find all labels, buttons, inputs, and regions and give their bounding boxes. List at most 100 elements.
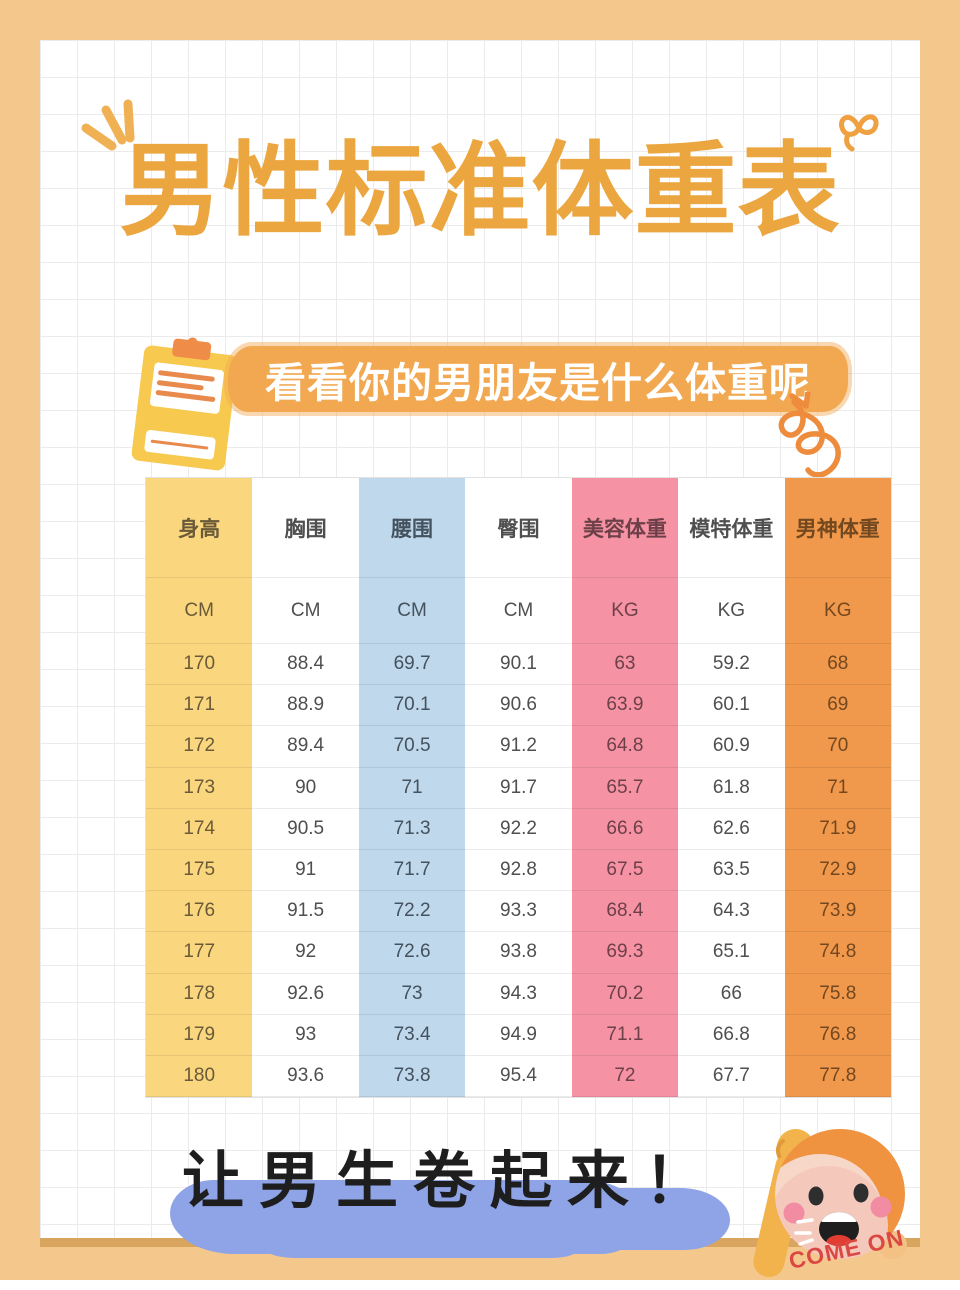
table-cell: 90.6 xyxy=(465,685,572,727)
table-cell: 89.4 xyxy=(252,726,359,768)
table-cell: 90 xyxy=(252,767,359,809)
ribbon-icon xyxy=(839,114,879,152)
table-cell: 65.1 xyxy=(678,932,785,974)
table-cell: 71.7 xyxy=(358,849,466,892)
table-cell: 173 xyxy=(146,767,253,809)
table-unit-cell: KG xyxy=(784,578,891,644)
table-cell: 91 xyxy=(252,849,359,892)
table-unit-cell: CM xyxy=(146,578,253,644)
table-cell: 68 xyxy=(784,644,891,686)
table-cell: 92.2 xyxy=(465,808,572,850)
table-unit-cell: CM xyxy=(465,578,572,644)
table-cell: 67.5 xyxy=(571,849,679,892)
table-cell: 93.3 xyxy=(465,891,572,933)
table-cell: 69.7 xyxy=(358,644,466,686)
table-cell: 67.7 xyxy=(678,1055,785,1098)
table-cell: 69 xyxy=(784,685,891,727)
table-header-cell: 臀围 xyxy=(465,478,572,578)
table-cell: 63 xyxy=(571,644,679,686)
table-cell: 62.6 xyxy=(678,808,785,850)
table-header-cell: 胸围 xyxy=(252,478,359,578)
table-header-cell: 身高 xyxy=(146,478,253,578)
table-cell: 94.3 xyxy=(465,973,572,1015)
table-cell: 77.8 xyxy=(784,1055,891,1098)
subtitle-text: 看看你的男朋友是什么体重呢 xyxy=(265,360,811,406)
table-header-cell: 男神体重 xyxy=(784,478,891,578)
table-cell: 73.4 xyxy=(358,1014,466,1056)
table-cell: 93.8 xyxy=(465,932,572,974)
table-cell: 64.3 xyxy=(678,891,785,933)
grid-paper-card: 男性标准体重表 看看你的男朋友是什么体重呢 xyxy=(40,40,920,1278)
slogan-text: 让男生卷起来！ xyxy=(182,1147,722,1216)
brush-highlight xyxy=(560,1188,730,1250)
table-cell: 70.2 xyxy=(571,973,679,1015)
table-cell: 72.6 xyxy=(358,932,466,974)
table-cell: 95.4 xyxy=(465,1055,572,1098)
table-cell: 69.3 xyxy=(571,932,679,974)
table-cell: 176 xyxy=(146,891,253,933)
table-cell: 93.6 xyxy=(252,1055,359,1098)
table-cell: 70.1 xyxy=(358,685,466,727)
table-unit-cell: CM xyxy=(252,578,359,644)
cheering-boy-icon xyxy=(753,1129,907,1278)
table-cell: 175 xyxy=(146,849,253,892)
table-cell: 88.9 xyxy=(252,685,359,727)
table-cell: 66.8 xyxy=(678,1014,785,1056)
table-cell: 72.2 xyxy=(358,891,466,933)
page-title: 男性标准体重表 xyxy=(119,134,841,248)
table-header-cell: 模特体重 xyxy=(678,478,785,578)
table-cell: 72 xyxy=(571,1055,679,1098)
table-cell: 71 xyxy=(358,767,466,809)
table-cell: 71.9 xyxy=(784,808,891,850)
table-cell: 60.1 xyxy=(678,685,785,727)
table-cell: 71.1 xyxy=(571,1014,679,1056)
table-cell: 180 xyxy=(146,1055,253,1098)
table-cell: 64.8 xyxy=(571,726,679,768)
table-cell: 178 xyxy=(146,973,253,1015)
table-cell: 63.5 xyxy=(678,849,785,892)
table-cell: 177 xyxy=(146,932,253,974)
table-unit-cell: CM xyxy=(358,578,466,644)
table-cell: 66 xyxy=(678,973,785,1015)
table-cell: 74.8 xyxy=(784,932,891,974)
clipboard-icon xyxy=(131,337,238,471)
table-unit-cell: KG xyxy=(678,578,785,644)
table-cell: 60.9 xyxy=(678,726,785,768)
emphasis-dashes-icon xyxy=(81,99,135,151)
table-cell: 73 xyxy=(358,973,466,1015)
table-unit-cell: KG xyxy=(571,578,679,644)
table-cell: 73.8 xyxy=(358,1055,466,1098)
table-cell: 75.8 xyxy=(784,973,891,1015)
table-cell: 170 xyxy=(146,644,253,686)
table-cell: 92.6 xyxy=(252,973,359,1015)
table-cell: 94.9 xyxy=(465,1014,572,1056)
table-cell: 71.3 xyxy=(358,808,466,850)
table-cell: 93 xyxy=(252,1014,359,1056)
table-cell: 91.5 xyxy=(252,891,359,933)
table-cell: 66.6 xyxy=(571,808,679,850)
table-cell: 59.2 xyxy=(678,644,785,686)
table-cell: 71 xyxy=(784,767,891,809)
weight-table: 身高 胸围 腰围 臀围 美容体重 模特体重 男神体重 CM CM CM CM KG KG KG 170 88.… xyxy=(145,477,892,1099)
table-cell: 70 xyxy=(784,726,891,768)
table-header-cell: 腰围 xyxy=(358,478,466,578)
table-cell: 179 xyxy=(146,1014,253,1056)
table-cell: 76.8 xyxy=(784,1014,891,1056)
table-cell: 68.4 xyxy=(571,891,679,933)
table-cell: 70.5 xyxy=(358,726,466,768)
table-cell: 90.1 xyxy=(465,644,572,686)
table-cell: 92.8 xyxy=(465,849,572,892)
coil-squiggle-icon xyxy=(778,392,841,478)
table-cell: 65.7 xyxy=(571,767,679,809)
table-header-cell: 美容体重 xyxy=(571,478,679,578)
table-cell: 61.8 xyxy=(678,767,785,809)
table-cell: 91.7 xyxy=(465,767,572,809)
table-cell: 172 xyxy=(146,726,253,768)
brush-highlight xyxy=(255,1222,585,1258)
table-cell: 72.9 xyxy=(784,849,891,892)
table-cell: 174 xyxy=(146,808,253,850)
table-cell: 63.9 xyxy=(571,685,679,727)
table-cell: 91.2 xyxy=(465,726,572,768)
table-cell: 88.4 xyxy=(252,644,359,686)
